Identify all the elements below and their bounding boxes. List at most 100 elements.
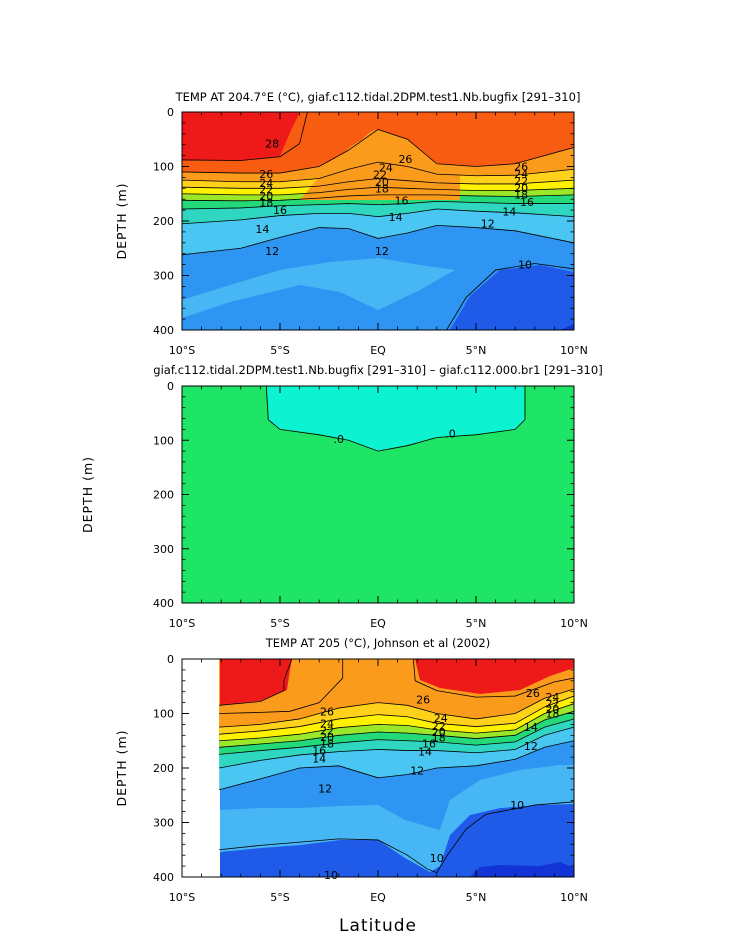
contour-12 (182, 224, 574, 256)
contour-16 (182, 200, 574, 210)
x-tick-label: EQ (370, 617, 386, 630)
x-tick-label: 5°S (270, 617, 289, 630)
contour-label: 26 (320, 705, 334, 718)
panel-3-mid-water (220, 765, 574, 872)
contour-label: 22 (514, 175, 528, 188)
panel-2-title: giaf.c112.tidal.2DPM.test1.Nb.bugfix [29… (153, 363, 602, 377)
contour-label: 26 (259, 168, 273, 181)
x-tick-label: EQ (370, 344, 386, 357)
x-tick-label: EQ (370, 891, 386, 904)
y-tick-label: 100 (153, 161, 174, 174)
contour-label: 14 (255, 223, 269, 236)
contour-label: 16 (395, 194, 409, 207)
y-tick-label: 300 (153, 817, 174, 830)
panel-1-warm-pool-top (182, 112, 300, 161)
panel-3-bands (219, 659, 574, 790)
contour-label: 16 (312, 745, 326, 758)
panel-3-deepest-water (470, 862, 574, 877)
contour-10 (446, 263, 574, 330)
contour-label: 16 (273, 204, 287, 217)
x-tick-label: 10°N (560, 344, 588, 357)
contour-label: 26 (514, 161, 528, 174)
contour-label: 16 (520, 196, 534, 209)
contour-label: 24 (434, 712, 448, 725)
contour-label: 12 (410, 765, 424, 778)
contour-label: 14 (312, 753, 326, 766)
y-tick-label: 0 (167, 106, 174, 119)
panel-1-deepest-water (560, 324, 574, 330)
contour-label: 24 (545, 691, 559, 704)
contour-label: 20 (259, 190, 273, 203)
contour-label: 26 (398, 153, 412, 166)
contour-label: 14 (502, 206, 516, 219)
y-tick-label: 400 (153, 597, 174, 610)
contour-label: 12 (524, 740, 538, 753)
contour-label: 10 (324, 869, 338, 882)
contour-28 (182, 112, 308, 161)
x-tick-label: 5°N (466, 891, 487, 904)
contour-label: 18 (320, 737, 334, 750)
contour-24 (219, 688, 574, 728)
panel-2-axes: 10°S 5°S EQ 5°N 10°N 0 100 200 300 400 DEPTH (m) (80, 380, 588, 630)
x-tick-label: 10°S (169, 891, 195, 904)
contour-label: 24 (514, 168, 528, 181)
x-tick-label: 10°S (169, 617, 195, 630)
x-tick-label: 5°S (270, 891, 289, 904)
panel-3-axes: 10°S 5°S EQ 5°N 10°N 0 100 200 300 400 DEPTH (m) (114, 653, 588, 904)
contour-label: 28 (265, 138, 279, 151)
x-tick-label: 10°N (560, 891, 588, 904)
y-tick-label: 400 (153, 871, 174, 884)
y-axis-label: DEPTH (m) (114, 183, 129, 260)
contour-label: 20 (545, 703, 559, 716)
contour-label: .0 (445, 428, 456, 441)
y-tick-label: 0 (167, 380, 174, 393)
y-tick-label: 200 (153, 489, 174, 502)
y-tick-label: 100 (153, 434, 174, 447)
contour-label: 10 (430, 852, 444, 865)
contour-label: 24 (320, 717, 334, 730)
panel-1-deep-water (450, 265, 574, 330)
panel-1: TEMP AT 204.7°E (°C), giaf.c112.tidal.2D… (114, 90, 588, 357)
contour-label: 22 (545, 698, 559, 711)
contour-18 (182, 194, 574, 202)
contour-label: 12 (481, 218, 495, 231)
panel-3-warm-pool-top (220, 659, 292, 705)
contour-24 (182, 161, 574, 183)
contour-label: 22 (373, 169, 387, 182)
contour-22 (182, 178, 574, 189)
contour-14 (219, 726, 574, 769)
y-tick-label: 100 (153, 708, 174, 721)
x-tick-label: 5°S (270, 344, 289, 357)
contour-label: 18 (259, 196, 273, 209)
panel-3-deep-water (220, 804, 574, 877)
panel-3: TEMP AT 205 (°C), Johnson et al (2002) 2… (114, 636, 588, 904)
panel-3-contours (219, 659, 574, 874)
contour-20 (182, 186, 574, 196)
panel-1-warm-tongue-top (300, 129, 460, 200)
contour-label: 20 (320, 731, 334, 744)
panel-1-title: TEMP AT 204.7°E (°C), giaf.c112.tidal.2D… (175, 90, 581, 104)
y-tick-label: 300 (153, 543, 174, 556)
contour-label: 22 (259, 183, 273, 196)
panel-2-field (182, 386, 574, 603)
x-axis-label: Latitude (339, 916, 417, 936)
y-axis-label: DEPTH (m) (80, 456, 95, 533)
panel-3-title: TEMP AT 205 (°C), Johnson et al (2002) (265, 636, 490, 650)
contour-20 (219, 703, 574, 742)
contour-14 (182, 208, 574, 225)
contour-label: 10 (510, 799, 524, 812)
panel-1-contours (182, 112, 574, 330)
contour-26 (412, 659, 574, 698)
x-tick-label: 10°N (560, 617, 588, 630)
contour-label: 12 (265, 245, 279, 258)
panel-1-contour-labels: 2826242220181614122624222018161412262422… (255, 138, 534, 272)
panel-2-contour-labels: .0 .0 (334, 428, 456, 446)
panel-3-warm-north-top (415, 659, 574, 694)
x-tick-label: 5°N (466, 344, 487, 357)
x-tick-label: 5°N (466, 617, 487, 630)
contour-0 (265, 386, 526, 452)
panel-1-axes: 10°S 5°S EQ 5°N 10°N 0 100 200 300 400 DEPTH (m) (114, 106, 588, 357)
panel-2-positive-region (267, 386, 524, 451)
y-tick-label: 200 (153, 215, 174, 228)
